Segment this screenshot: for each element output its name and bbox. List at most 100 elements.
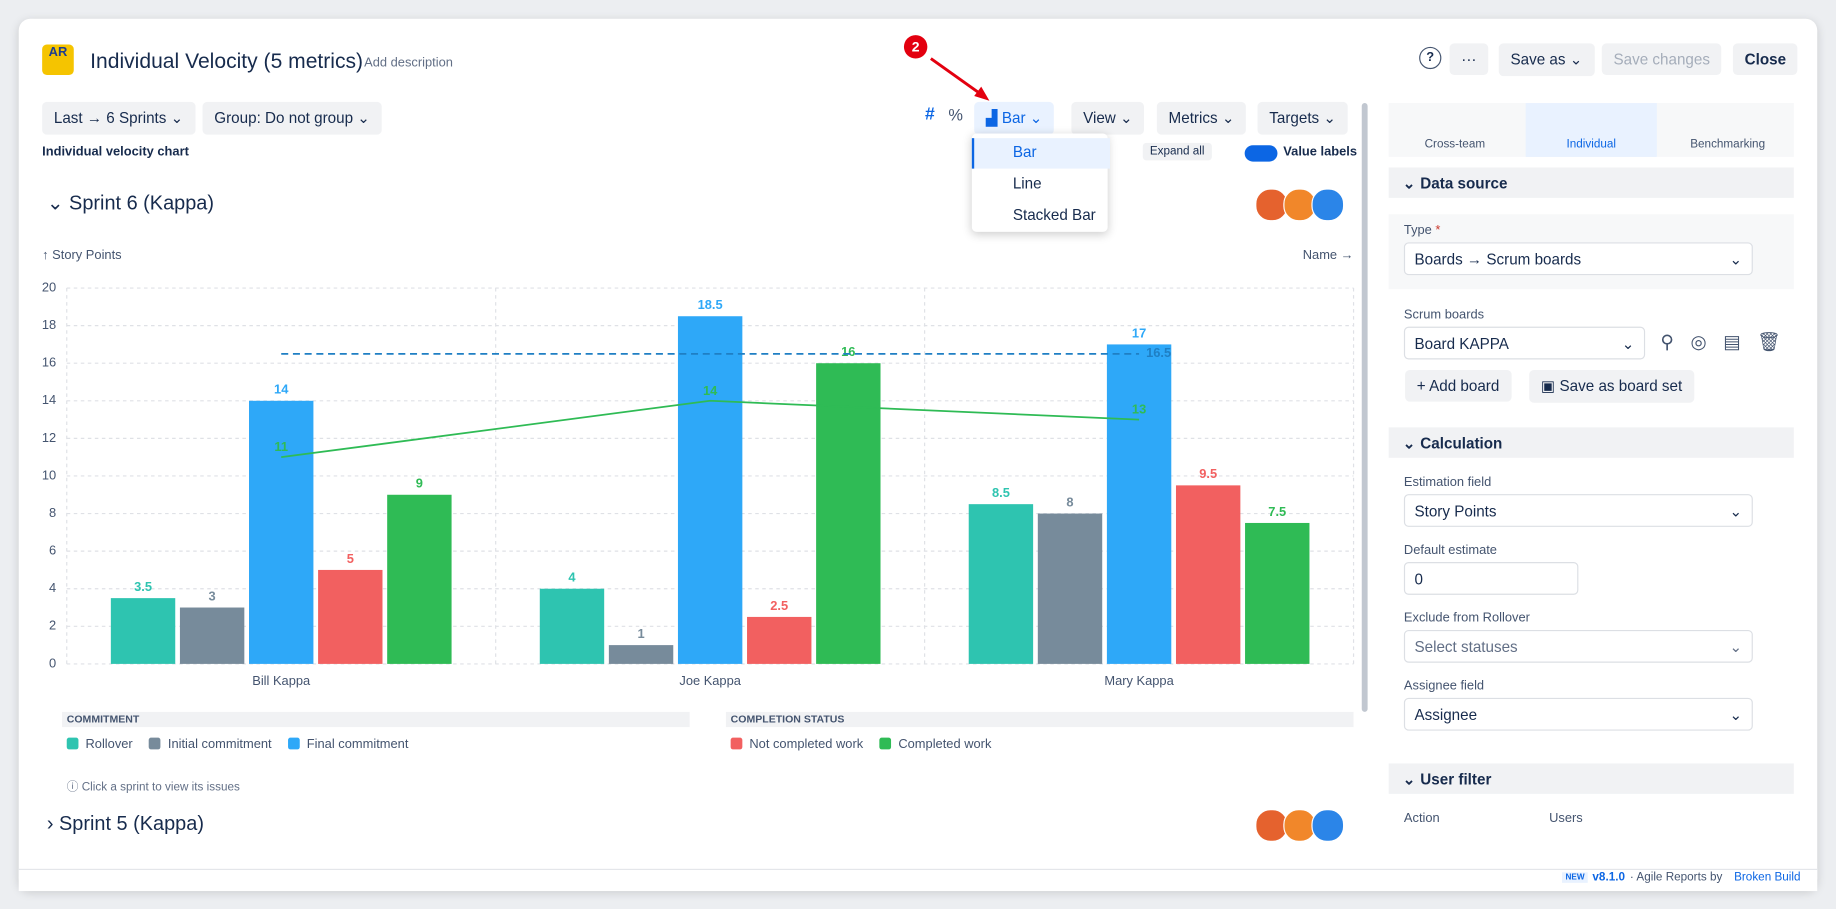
- legend-item[interactable]: Not completed work: [730, 737, 864, 752]
- legend-label: Not completed work: [749, 737, 864, 752]
- y-axis-label: ↑ Story Points: [42, 248, 122, 263]
- help-button[interactable]: ?: [1419, 46, 1442, 70]
- y-tick-label: 12: [42, 430, 56, 445]
- menu-item[interactable]: Line: [1012, 174, 1042, 193]
- bar: [1245, 522, 1310, 664]
- scrollbar[interactable]: [1361, 103, 1368, 712]
- legend-label: Final commitment: [306, 737, 409, 752]
- label-text: Type: [1403, 223, 1432, 238]
- footer-bar: [18, 868, 1818, 892]
- percent-toggle[interactable]: %: [948, 105, 964, 125]
- default-input[interactable]: 0: [1403, 562, 1579, 595]
- save-as-button[interactable]: Save as ⌄: [1498, 43, 1595, 77]
- sprint-title[interactable]: › Sprint 5 (Kappa): [46, 812, 204, 835]
- select-value: Story Points: [1414, 502, 1497, 520]
- logo: AR: [42, 44, 74, 75]
- bar: [816, 363, 881, 664]
- y-tick-label: 4: [49, 580, 56, 595]
- y-tick-label: 16: [42, 355, 56, 370]
- chart-label: Individual velocity chart: [42, 145, 189, 160]
- overlay-label: 11: [274, 439, 288, 454]
- x-tick-label: Joe Kappa: [679, 673, 741, 688]
- targets-select[interactable]: Targets ⌄: [1257, 101, 1348, 135]
- select-value: Board KAPPA: [1414, 334, 1509, 353]
- metrics-select[interactable]: Metrics ⌄: [1156, 101, 1247, 135]
- value-label: 16: [841, 344, 855, 359]
- board-select[interactable]: Board KAPPA ⌄: [1403, 326, 1646, 360]
- more-button[interactable]: ···: [1449, 43, 1489, 75]
- section-header[interactable]: ⌄ User filter: [1388, 763, 1794, 794]
- chart-type-menu: Bar Line Stacked Bar: [971, 133, 1111, 232]
- assignee-select[interactable]: Assignee ⌄: [1403, 697, 1753, 731]
- section-title: User filter: [1420, 770, 1492, 789]
- section-header[interactable]: ⌄ Data source: [1388, 167, 1794, 198]
- value-labels-label: Value labels: [1283, 145, 1358, 160]
- select-value: Boards → Scrum boards: [1414, 250, 1582, 269]
- group-select[interactable]: Group: Do not group ⌄: [202, 101, 382, 135]
- legend-item[interactable]: Rollover: [66, 737, 133, 752]
- legend-group-title: COMMITMENT: [66, 713, 140, 725]
- tab[interactable]: Benchmarking: [1690, 138, 1766, 152]
- legend-item[interactable]: Completed work: [879, 737, 991, 752]
- field-label: Assignee field: [1403, 679, 1485, 694]
- legend-swatch: [66, 737, 79, 750]
- value-labels-toggle[interactable]: [1244, 145, 1278, 162]
- chart-type-select[interactable]: ▟ Bar ⌄: [974, 101, 1055, 135]
- board-icons[interactable]: ⚲◎▤🗑: [1660, 332, 1798, 353]
- legend-item[interactable]: Final commitment: [288, 737, 409, 752]
- bar: [608, 645, 674, 664]
- period-select[interactable]: Last → 6 Sprints ⌄: [42, 101, 196, 135]
- menu-item[interactable]: Stacked Bar: [1012, 206, 1096, 224]
- y-tick-label: 14: [42, 392, 56, 407]
- save-board-set-button[interactable]: ▣ Save as board set: [1529, 370, 1694, 403]
- value-label: 9: [416, 476, 423, 491]
- bar: [387, 494, 452, 664]
- y-tick-label: 18: [42, 317, 56, 332]
- bar: [747, 616, 812, 664]
- tab[interactable]: Individual: [1525, 103, 1657, 157]
- group-label: Group: Do not group: [214, 108, 354, 127]
- count-toggle[interactable]: #: [925, 104, 935, 125]
- sprint-title[interactable]: ⌄ Sprint 6 (Kappa): [46, 192, 215, 215]
- bar: [249, 400, 314, 664]
- field-label: Default estimate: [1403, 543, 1497, 558]
- y-tick-label: 2: [49, 618, 56, 633]
- y-tick-label: 20: [42, 279, 56, 294]
- exclude-select[interactable]: Select statuses ⌄: [1403, 629, 1753, 663]
- select-value: Assignee: [1414, 706, 1478, 724]
- legend-swatch: [879, 737, 892, 750]
- tab[interactable]: Cross-team: [1424, 138, 1486, 152]
- value-label: 4: [568, 570, 576, 585]
- value-label: 2.5: [770, 598, 788, 613]
- version: v8.1.0: [1592, 871, 1625, 885]
- add-board-button[interactable]: + Add board: [1405, 370, 1512, 402]
- section-title: Calculation: [1420, 434, 1503, 452]
- x-axis-label: Name →: [1302, 248, 1354, 263]
- save-changes-button: Save changes: [1601, 43, 1722, 75]
- section-header[interactable]: ⌄ Calculation: [1388, 427, 1794, 458]
- field-label: Estimation field: [1403, 475, 1492, 490]
- estimation-select[interactable]: Story Points ⌄: [1403, 494, 1753, 527]
- report-title: Individual Velocity (5 metrics): [90, 49, 364, 73]
- bar: [1106, 344, 1172, 664]
- menu-item[interactable]: Bar: [1012, 142, 1037, 161]
- legend-item[interactable]: Initial commitment: [149, 737, 272, 752]
- legend-label: Rollover: [85, 737, 133, 752]
- targets-label: Targets: [1269, 108, 1320, 127]
- type-select[interactable]: Boards → Scrum boards ⌄: [1403, 242, 1753, 276]
- avatar: [1311, 809, 1345, 842]
- footer-link[interactable]: Broken Build: [1734, 871, 1801, 885]
- expand-all[interactable]: Expand all: [1142, 142, 1212, 161]
- legend-group-title: COMPLETION STATUS: [730, 713, 845, 725]
- y-tick-label: 10: [42, 467, 56, 482]
- add-description[interactable]: Add description: [364, 56, 453, 71]
- view-select[interactable]: View ⌄: [1071, 101, 1145, 135]
- y-tick-label: 0: [49, 655, 56, 670]
- close-button[interactable]: Close: [1732, 43, 1798, 75]
- bar: [539, 588, 605, 664]
- overlay-line: [281, 399, 1140, 459]
- legend-swatch: [288, 737, 300, 750]
- value-label: 3.5: [134, 579, 152, 594]
